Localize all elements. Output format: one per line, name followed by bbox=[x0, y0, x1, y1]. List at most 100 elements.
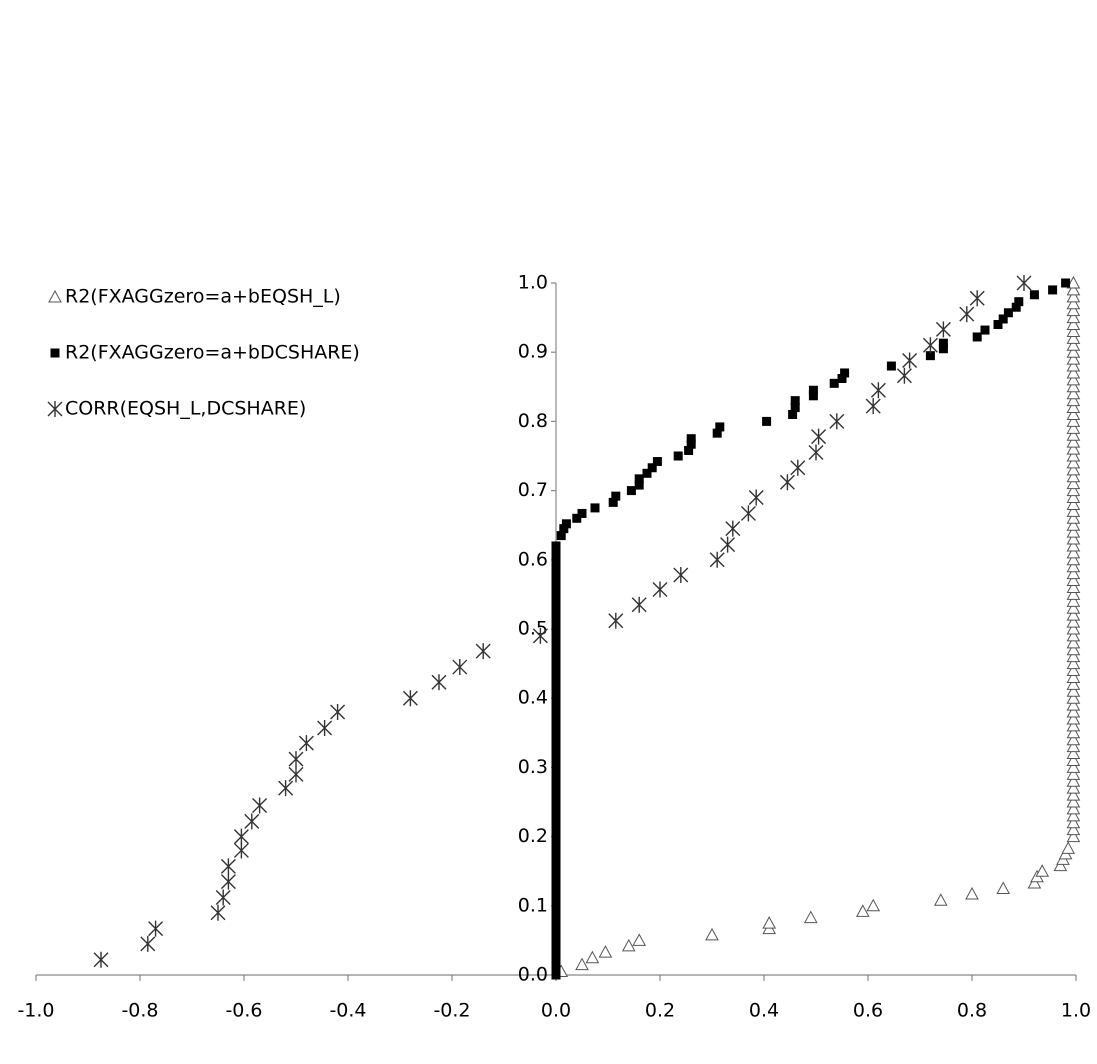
triangle-marker bbox=[1066, 545, 1081, 559]
square-marker bbox=[551, 679, 561, 689]
triangle-marker bbox=[1066, 732, 1081, 746]
triangle-marker bbox=[1066, 372, 1081, 386]
square-marker bbox=[551, 901, 561, 911]
square-marker bbox=[712, 428, 722, 438]
triangle-marker bbox=[1066, 649, 1081, 663]
y-tick-label: 0.1 bbox=[518, 894, 548, 916]
triangle-marker bbox=[1066, 497, 1081, 510]
asterisk-marker bbox=[779, 474, 795, 491]
square-marker bbox=[551, 852, 561, 862]
asterisk-marker bbox=[233, 828, 249, 845]
asterisk-marker bbox=[452, 659, 468, 676]
asterisk-marker bbox=[252, 797, 268, 814]
triangle-marker bbox=[1066, 531, 1081, 545]
asterisk-marker bbox=[725, 520, 741, 537]
triangle-marker bbox=[1066, 559, 1081, 573]
asterisk-marker bbox=[244, 813, 260, 830]
square-marker bbox=[652, 457, 662, 467]
triangle-marker bbox=[1066, 808, 1081, 822]
asterisk-marker bbox=[532, 627, 548, 644]
asterisk-marker bbox=[811, 428, 827, 445]
asterisk-marker bbox=[748, 489, 764, 506]
square-marker bbox=[551, 804, 561, 814]
triangle-marker bbox=[1066, 573, 1081, 587]
square-marker bbox=[1011, 302, 1021, 312]
triangle-marker bbox=[803, 910, 818, 924]
triangle-marker bbox=[1066, 469, 1081, 483]
triangle-marker bbox=[1066, 435, 1081, 448]
asterisk-marker bbox=[935, 321, 951, 338]
square-marker bbox=[551, 686, 561, 696]
square-marker bbox=[551, 859, 561, 869]
square-marker bbox=[551, 672, 561, 682]
square-marker bbox=[715, 422, 725, 432]
square-marker bbox=[551, 749, 561, 759]
asterisk-marker bbox=[220, 873, 236, 890]
x-tick-label: -0.2 bbox=[433, 1000, 470, 1022]
triangle-marker bbox=[1066, 587, 1081, 600]
square-marker bbox=[808, 391, 818, 401]
asterisk-marker bbox=[740, 505, 756, 522]
square-marker bbox=[829, 378, 839, 388]
triangle-marker bbox=[1066, 345, 1081, 358]
asterisk-marker bbox=[969, 290, 985, 307]
triangle-marker bbox=[1066, 296, 1081, 310]
asterisk-marker bbox=[865, 398, 881, 415]
square-marker bbox=[1061, 278, 1071, 288]
triangle-marker bbox=[1066, 352, 1081, 365]
asterisk-marker bbox=[220, 858, 236, 875]
square-marker bbox=[837, 373, 847, 383]
asterisk-marker bbox=[631, 596, 647, 613]
square-marker bbox=[993, 320, 1003, 330]
square-marker bbox=[551, 659, 561, 669]
square-marker bbox=[684, 445, 694, 455]
triangle-marker bbox=[1066, 698, 1081, 711]
triangle-marker bbox=[1027, 875, 1042, 889]
triangle-marker bbox=[621, 938, 636, 952]
triangle-marker bbox=[1066, 781, 1081, 794]
triangle-marker bbox=[1066, 462, 1081, 476]
square-marker bbox=[551, 956, 561, 966]
x-tick-label: -0.6 bbox=[225, 1000, 262, 1022]
square-marker bbox=[551, 790, 561, 800]
x-tick-label: -1.0 bbox=[17, 1000, 54, 1022]
square-marker bbox=[551, 555, 561, 565]
square-marker bbox=[808, 385, 818, 395]
triangle-marker bbox=[1066, 670, 1081, 683]
asterisk-marker bbox=[959, 306, 975, 323]
square-marker bbox=[686, 434, 696, 444]
square-marker bbox=[50, 348, 60, 358]
square-marker bbox=[1014, 297, 1024, 307]
triangle-marker bbox=[1066, 275, 1081, 289]
square-marker bbox=[551, 839, 561, 849]
asterisk-marker bbox=[140, 935, 156, 952]
square-marker bbox=[551, 797, 561, 807]
triangle-marker bbox=[1066, 338, 1081, 351]
asterisk-marker bbox=[317, 719, 333, 736]
triangle-marker bbox=[1066, 490, 1081, 504]
square-marker bbox=[790, 403, 800, 413]
triangle-marker bbox=[1066, 815, 1081, 829]
square-marker bbox=[551, 922, 561, 932]
triangle-marker bbox=[1066, 767, 1081, 780]
y-tick-label: 0.3 bbox=[518, 756, 548, 778]
y-tick-label: 0.4 bbox=[518, 687, 548, 709]
asterisk-marker bbox=[298, 735, 314, 752]
asterisk-marker bbox=[808, 444, 824, 461]
triangle-marker bbox=[1066, 504, 1081, 517]
square-marker bbox=[551, 963, 561, 973]
triangle-marker bbox=[1066, 663, 1081, 677]
square-marker bbox=[556, 531, 566, 541]
triangle-marker bbox=[1066, 594, 1081, 607]
square-marker bbox=[551, 866, 561, 876]
square-marker bbox=[590, 503, 600, 513]
square-marker bbox=[551, 845, 561, 855]
square-marker bbox=[840, 368, 850, 378]
y-tick-label: 1.0 bbox=[518, 272, 548, 294]
square-marker bbox=[551, 548, 561, 558]
triangle-marker bbox=[632, 933, 647, 946]
square-marker bbox=[551, 589, 561, 599]
triangle-marker bbox=[1066, 801, 1081, 815]
asterisk-marker bbox=[278, 780, 294, 797]
